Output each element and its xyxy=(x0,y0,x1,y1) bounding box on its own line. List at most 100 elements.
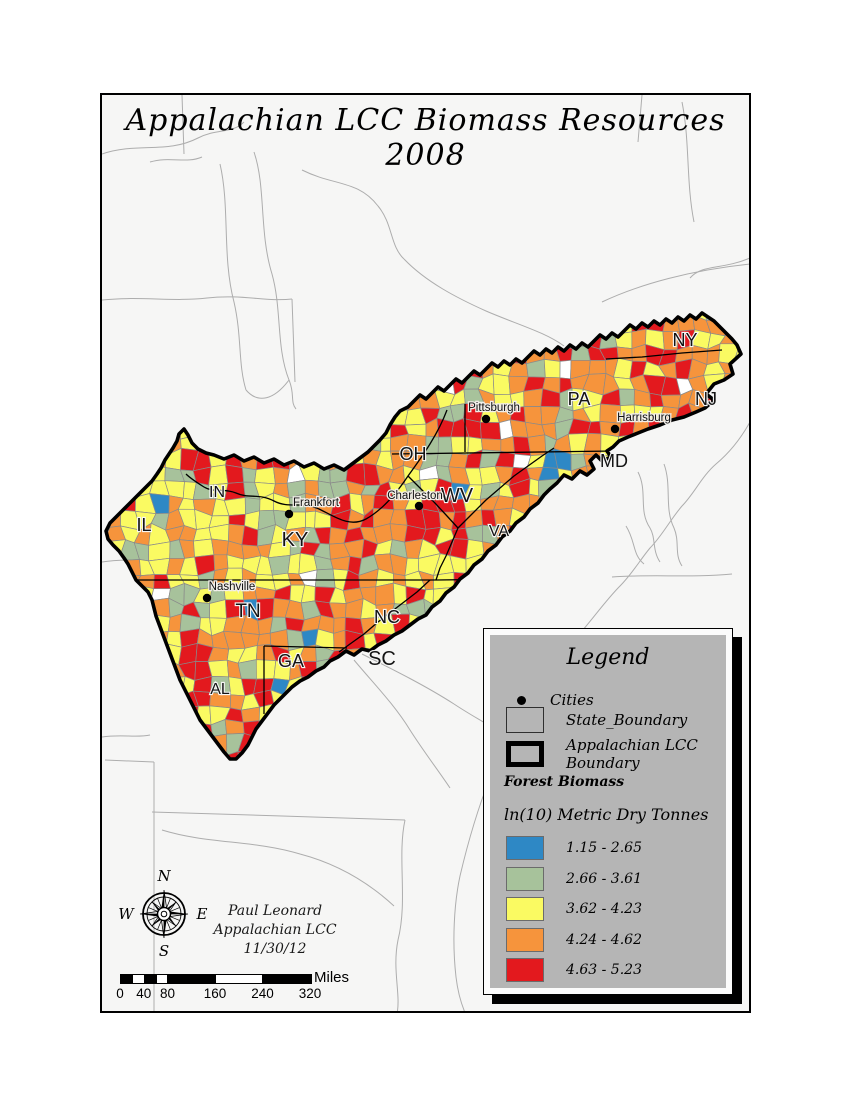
legend-layer-name: Forest Biomass xyxy=(504,774,625,790)
class-color-swatch xyxy=(506,866,544,891)
county-polygon xyxy=(254,466,276,485)
state-label: VA xyxy=(489,523,509,540)
county-polygon xyxy=(750,765,751,786)
compass-letter-west: W xyxy=(118,905,135,923)
legend-class-row: 2.66 - 3.61 xyxy=(506,865,642,893)
county-polygon xyxy=(211,538,229,556)
county-polygon xyxy=(314,568,336,588)
county-polygon xyxy=(750,500,751,515)
legend-units-label: ln(10) Metric Dry Tonnes xyxy=(504,805,709,824)
compass-tick xyxy=(170,916,180,921)
compass-letter-north: N xyxy=(156,867,171,885)
class-range-label: 4.63 - 5.23 xyxy=(566,962,642,979)
scale-bar-segment xyxy=(263,975,311,983)
state-label: WV xyxy=(441,485,474,507)
county-polygon xyxy=(287,552,301,575)
legend-class-row: 4.63 - 5.23 xyxy=(506,956,642,984)
county-polygon xyxy=(750,658,751,678)
credits-block: Paul Leonard Appalachian LCC 11/30/12 xyxy=(205,902,345,959)
compass-tick xyxy=(148,916,158,921)
county-polygon xyxy=(750,378,751,395)
state-label: PA xyxy=(568,389,591,409)
scale-tick-label: 320 xyxy=(298,986,322,1001)
compass-ring xyxy=(160,910,168,918)
city-label: Charleston xyxy=(387,490,443,502)
county-polygon xyxy=(224,719,245,735)
compass-tick xyxy=(166,920,171,930)
class-color-swatch xyxy=(506,958,544,983)
scale-tick-label: 240 xyxy=(251,986,274,1001)
county-polygon xyxy=(479,421,502,441)
map-title: Appalachian LCC Biomass Resources 2008 xyxy=(125,103,726,173)
county-polygon xyxy=(148,541,171,562)
county-polygon xyxy=(749,583,751,603)
county-polygon xyxy=(750,599,752,614)
scale-bar xyxy=(120,974,312,984)
state-label: SC xyxy=(368,648,396,670)
map-canvas: NY NJ PA MD OH WV VA KY IN IL TN NC SC GA AL Pittsburg… xyxy=(102,95,752,1011)
legend-state-boundary-label: State_Boundary xyxy=(566,711,688,729)
legend-lcc-boundary-label: Appalachian LCC Boundary xyxy=(566,736,698,772)
state-label: IN xyxy=(209,484,225,501)
county-polygon xyxy=(750,674,751,691)
county-polygon xyxy=(256,632,271,646)
scale-bar-segment xyxy=(144,975,157,983)
county-polygon xyxy=(224,464,244,484)
compass-tick xyxy=(157,898,162,908)
scale-tick-label: 80 xyxy=(159,986,176,1001)
compass-ring xyxy=(146,896,182,932)
scale-tick-label: 0 xyxy=(116,986,124,1001)
county-polygon xyxy=(450,436,470,456)
legend-cities-row: Cities xyxy=(506,686,594,714)
city-dot-icon xyxy=(202,593,212,603)
county-polygon xyxy=(193,538,215,558)
city-label: Nashville xyxy=(209,581,256,593)
county-polygon xyxy=(749,569,751,586)
county-polygon xyxy=(242,467,257,483)
county-polygon xyxy=(228,513,246,527)
compass-tick xyxy=(170,907,180,912)
class-color-swatch xyxy=(506,836,544,860)
legend-state-boundary-row: State_Boundary xyxy=(506,706,687,734)
county-polygon xyxy=(528,478,540,497)
compass-rose: N E S W xyxy=(118,867,207,960)
county-polygon xyxy=(425,435,439,456)
legend-lcc-boundary-row: Appalachian LCC Boundary xyxy=(506,736,726,772)
legend-panel: Legend Cities State_Boundary Appalachian… xyxy=(490,635,726,988)
city-label: Harrisburg xyxy=(617,412,671,424)
county-polygon xyxy=(213,554,229,571)
county-polygon xyxy=(750,482,751,500)
author-name: Paul Leonard xyxy=(227,903,323,919)
organization: Appalachian LCC xyxy=(213,922,337,938)
state-label: AL xyxy=(210,681,230,698)
scale-tick-label: 40 xyxy=(136,986,152,1001)
class-range-label: 3.62 - 4.23 xyxy=(566,901,642,918)
county-polygon xyxy=(750,364,751,380)
state-label: OH xyxy=(400,444,427,464)
city-dot-icon xyxy=(284,509,294,519)
county-polygon xyxy=(207,659,229,678)
county-polygon xyxy=(237,659,257,680)
county-polygon xyxy=(750,545,751,561)
state-label: NY xyxy=(672,330,697,350)
class-range-label: 2.66 - 3.61 xyxy=(566,870,642,887)
city-dot-icon xyxy=(517,695,526,705)
legend-class-row: 4.24 - 4.62 xyxy=(506,926,642,954)
state-label: KY xyxy=(282,529,309,551)
state-boundary-symbol xyxy=(506,707,544,733)
lcc-boundary-symbol xyxy=(506,741,544,767)
compass-letter-south: S xyxy=(159,942,169,960)
county-polygon xyxy=(618,388,635,406)
legend-title: Legend xyxy=(566,645,650,670)
county-polygon xyxy=(240,706,260,723)
map-date: 11/30/12 xyxy=(243,941,307,957)
class-range-label: 4.24 - 4.62 xyxy=(566,931,642,948)
county-polygon xyxy=(559,359,572,380)
county-polygon xyxy=(267,555,291,576)
legend: Legend Cities State_Boundary Appalachian… xyxy=(483,628,733,995)
county-polygon xyxy=(749,512,751,531)
scale-bar-segment xyxy=(132,975,145,983)
county-polygon xyxy=(480,438,502,452)
county-polygon xyxy=(492,373,511,395)
